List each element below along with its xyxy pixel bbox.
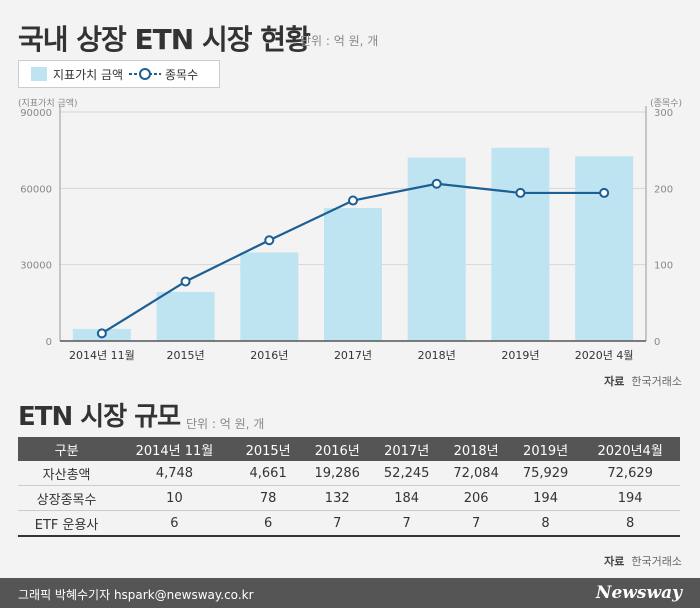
chart-title: 국내 상장 ETN 시장 현황	[18, 23, 311, 56]
table-cell: 7	[302, 510, 372, 537]
table-cell: 19,286	[302, 461, 372, 486]
table-header-cell: 2016년	[302, 437, 372, 461]
table-header-cell: 구분	[18, 437, 116, 461]
bar	[156, 291, 215, 341]
line-point	[264, 235, 275, 246]
right-tick-label: 300	[654, 108, 673, 119]
table-source: 자료 한국거래소	[604, 553, 682, 569]
bar	[491, 147, 550, 341]
footer-brand-logo: Newsway	[595, 583, 682, 603]
table-header-cell: 2020년4월	[580, 437, 680, 461]
chart-unit: 단위 : 억 원, 개	[300, 34, 379, 48]
table-cell: 7	[371, 510, 442, 537]
table-cell: 상장종목수	[18, 485, 116, 511]
left-tick-label: 90000	[20, 108, 52, 119]
table-cell: 8	[580, 510, 680, 537]
left-axis-label: (지표가치 금액)	[18, 99, 78, 109]
table-cell: 6	[233, 510, 303, 537]
legend-line-swatch	[129, 68, 161, 80]
table-cell: 52,245	[371, 461, 442, 486]
table-cell: 72,084	[441, 461, 511, 486]
chart-source-label: 자료	[604, 375, 625, 388]
table-source-text: 한국거래소	[631, 555, 682, 568]
table-cell: 132	[302, 485, 372, 511]
table-cell: 자산총액	[18, 461, 116, 486]
left-tick-label: 60000	[20, 184, 52, 195]
line-point	[515, 187, 526, 198]
legend-line-label: 종목수	[165, 68, 199, 82]
right-tick-label: 200	[654, 184, 673, 195]
table-row: 상장종목수 10 78 132 184 206 194 194	[18, 485, 680, 511]
category-label: 2016년	[250, 349, 288, 362]
table-cell: 4,661	[233, 461, 303, 486]
bar	[324, 208, 382, 341]
line-point	[180, 276, 191, 287]
legend-bar-label: 지표가치 금액	[53, 68, 124, 82]
table-row: 자산총액 4,748 4,661 19,286 52,245 72,084 75,929 72…	[18, 461, 680, 486]
line-point	[431, 178, 442, 189]
table-cell: 206	[441, 485, 511, 511]
table-cell: ETF 운용사	[18, 510, 116, 537]
table-source-label: 자료	[604, 555, 625, 568]
left-tick-label: 30000	[20, 261, 52, 272]
category-label: 2019년	[501, 349, 539, 362]
right-tick-label: 0	[654, 337, 660, 348]
table-cell: 7	[441, 510, 511, 537]
table-header-cell: 2019년	[510, 437, 581, 461]
table-row: ETF 운용사 6 6 7 7 7 8 8	[18, 510, 680, 537]
etn-market-table: 구분 2014년 11월 2015년 2016년 2017년 2018년 2019년 2020…	[18, 437, 680, 537]
table-header-cell: 2014년 11월	[115, 437, 234, 461]
footer-credit: 그래픽 박혜수기자 hspark@newsway.co.kr	[18, 588, 254, 602]
right-axis-label: (종목수)	[650, 99, 682, 109]
table-unit: 단위 : 억 원, 개	[186, 417, 265, 431]
table-cell: 78	[233, 485, 303, 511]
table-cell: 194	[580, 485, 680, 511]
table-cell: 72,629	[580, 461, 680, 486]
table-cell: 194	[510, 485, 581, 511]
table-cell: 184	[371, 485, 442, 511]
line-point	[348, 195, 358, 206]
footer: 그래픽 박혜수기자 hspark@newsway.co.kr Newsway	[0, 578, 700, 608]
bar	[240, 252, 299, 341]
line-point	[96, 328, 107, 339]
table-cell: 8	[510, 510, 581, 537]
left-tick-label: 0	[46, 337, 52, 348]
category-label: 2014년 11월	[69, 349, 135, 362]
table-header-row: 구분 2014년 11월 2015년 2016년 2017년 2018년 2019년 2020…	[18, 437, 680, 461]
table-header-cell: 2018년	[441, 437, 511, 461]
table-cell: 75,929	[510, 461, 581, 486]
line-point	[599, 187, 610, 198]
category-label: 2018년	[418, 349, 456, 362]
category-label: 2020년 4월	[575, 349, 634, 362]
combo-chart: 0 30000 60000 90000 0 100 200 300 2014년 11월 2015년…	[20, 106, 673, 362]
category-label: 2015년	[167, 349, 205, 362]
table-header-cell: 2015년	[233, 437, 303, 461]
chart-source-text: 한국거래소	[631, 375, 682, 388]
category-label: 2017년	[334, 349, 372, 362]
right-tick-label: 100	[654, 261, 673, 272]
table-cell: 10	[115, 485, 234, 511]
table-cell: 6	[115, 510, 234, 537]
table-cell: 4,748	[115, 461, 234, 486]
table-header-cell: 2017년	[371, 437, 442, 461]
bar	[575, 156, 634, 341]
table-title: ETN 시장 규모	[18, 402, 181, 432]
chart-source: 자료 한국거래소	[604, 373, 682, 389]
legend-bar-swatch	[31, 67, 47, 81]
legend: 지표가치 금액 종목수	[18, 60, 220, 88]
